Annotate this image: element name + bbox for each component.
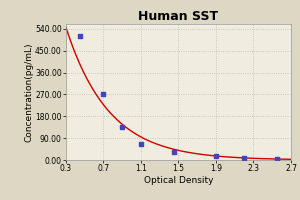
Y-axis label: Concentration(pg/mL): Concentration(pg/mL) <box>25 42 34 142</box>
Point <box>139 143 143 146</box>
Point <box>274 157 279 161</box>
Point <box>120 126 125 129</box>
Point <box>214 154 218 157</box>
Point <box>171 150 176 153</box>
Title: Human SST: Human SST <box>138 10 219 23</box>
X-axis label: Optical Density: Optical Density <box>144 176 213 185</box>
Point <box>242 156 247 159</box>
Point <box>78 35 82 38</box>
Point <box>101 93 106 96</box>
